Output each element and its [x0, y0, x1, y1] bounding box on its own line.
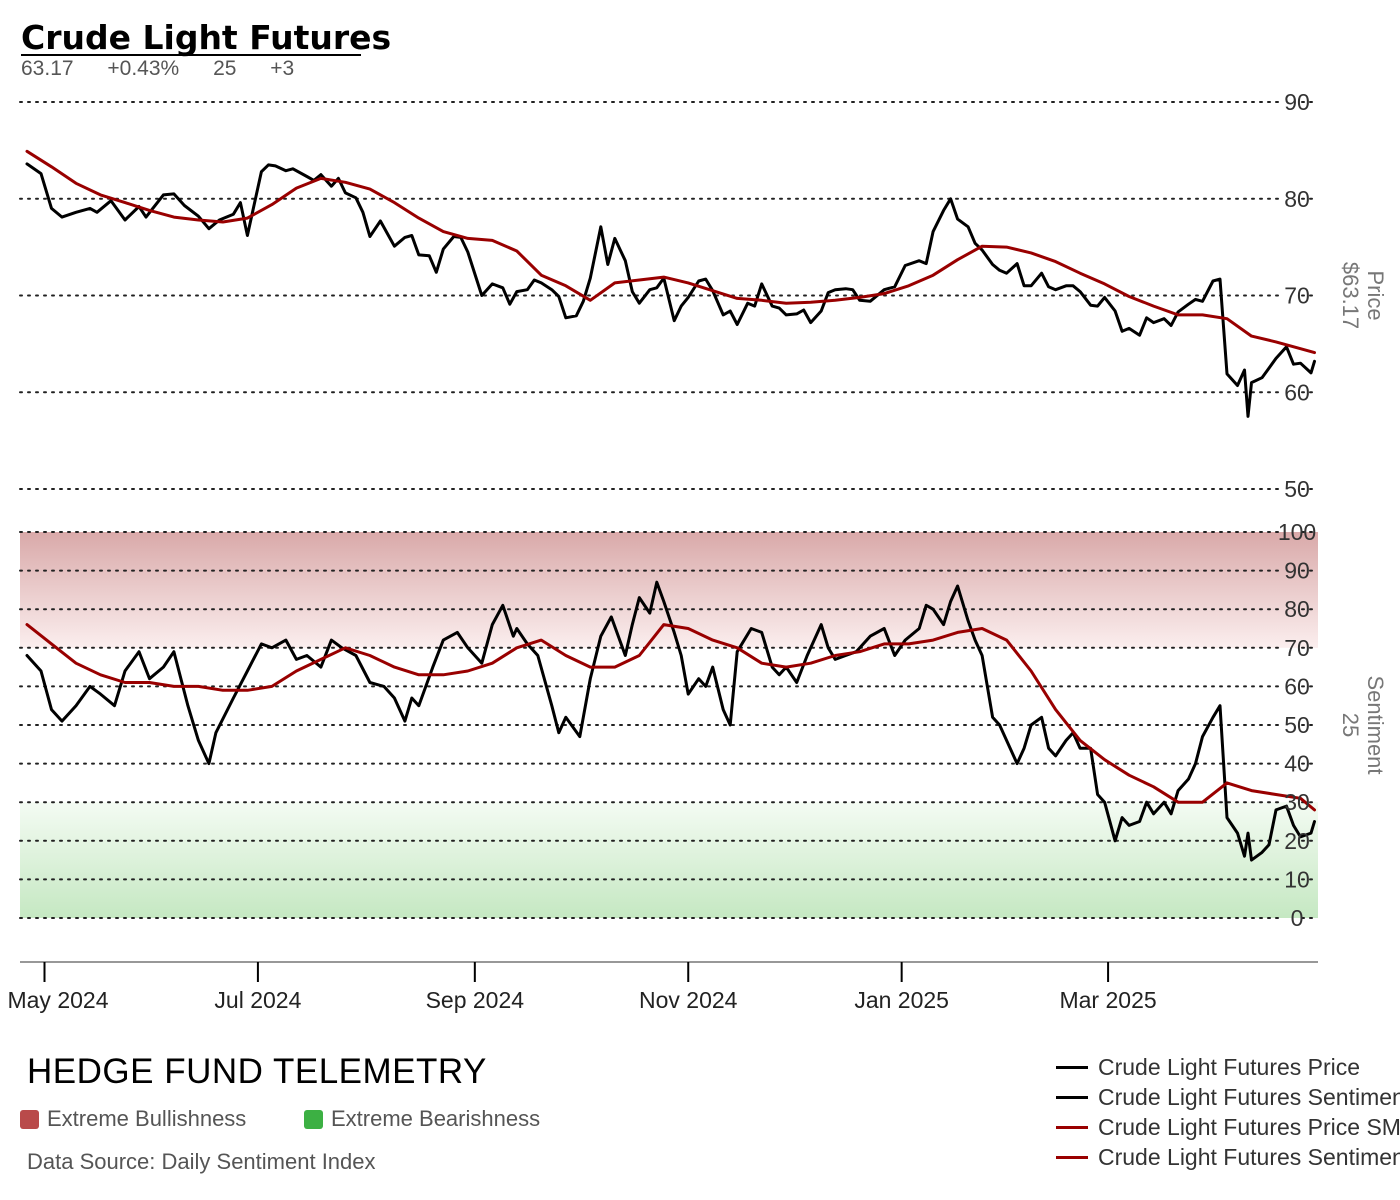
series-lines	[25, 149, 1316, 862]
y-tick-label: 80	[1284, 186, 1310, 212]
y-tick-label: 30	[1284, 789, 1310, 815]
legend-item-label: Crude Light Futures Price SMA	[1098, 1113, 1400, 1140]
y-tick-label: 80	[1284, 596, 1310, 622]
y-tick-label: 90	[1284, 558, 1310, 584]
legend-item-price[interactable]: Crude Light Futures Price	[1056, 1052, 1400, 1082]
legend-extreme-bullishness: Extreme Bullishness	[20, 1106, 246, 1132]
x-axis: May 2024 Jul 2024 Sep 2024 Nov 2024 Jan 2025…	[7, 961, 1318, 1013]
series-line-crude-light-futures-sentiment-sma	[25, 623, 1316, 812]
legend-zone-label: Extreme Bearishness	[331, 1106, 541, 1131]
stat-change: +0.43%	[107, 57, 180, 80]
zone-extreme-bullishness	[20, 532, 1318, 648]
x-tick-label: May 2024	[7, 987, 108, 1013]
y-tick-label: 40	[1284, 751, 1310, 777]
x-tick-label: Nov 2024	[639, 987, 738, 1013]
y-tick-label: 50	[1284, 712, 1310, 738]
series-legend: Crude Light Futures Price Crude Light Fu…	[1056, 1052, 1400, 1172]
x-tick-label: Jul 2024	[214, 987, 301, 1013]
line-swatch-icon	[1056, 1065, 1088, 1069]
stat-sentiment-change: +3	[270, 57, 295, 80]
legend-item-sentiment[interactable]: Crude Light Futures Sentiment	[1056, 1082, 1400, 1112]
y-tick-label: 100	[1278, 519, 1316, 545]
bullish-swatch-icon	[20, 1109, 39, 1129]
series-line-crude-light-futures-sentiment	[25, 580, 1316, 862]
legend-item-price-sma[interactable]: Crude Light Futures Price SMA	[1056, 1112, 1400, 1142]
y-axis-title: Sentiment	[1363, 675, 1388, 774]
y-tick-label: 0	[1291, 905, 1304, 931]
y-axis-value: 25	[1338, 713, 1363, 737]
series-line-crude-light-futures-price	[25, 162, 1316, 418]
line-swatch-icon	[1056, 1125, 1088, 1129]
y-tick-label: 60	[1284, 673, 1310, 699]
data-source: Data Source: Daily Sentiment Index	[27, 1149, 376, 1174]
stat-sentiment: 25	[213, 57, 237, 80]
bearish-swatch-icon	[304, 1109, 323, 1129]
legend-item-label: Crude Light Futures Sentiment SMA	[1098, 1143, 1400, 1170]
legend-zone-label: Extreme Bullishness	[47, 1106, 247, 1131]
x-tick-label: Jan 2025	[854, 987, 949, 1013]
legend-item-label: Crude Light Futures Sentiment	[1098, 1083, 1400, 1110]
y-tick-labels: 50 60 70 80 90 0 10 20 30 40 50 60 70 80 90 100	[1278, 89, 1316, 931]
y-tick-label: 20	[1284, 828, 1310, 854]
line-swatch-icon	[1056, 1155, 1088, 1159]
x-tick-label: Mar 2025	[1059, 987, 1156, 1013]
y-tick-label: 90	[1284, 89, 1310, 115]
y-tick-label: 50	[1284, 476, 1310, 502]
series-line-crude-light-futures-price-sma	[25, 149, 1316, 355]
y-tick-label: 60	[1284, 379, 1310, 405]
sentiment-zones	[20, 532, 1318, 918]
y-tick-label: 70	[1284, 635, 1310, 661]
stats-line: 63.17 +0.43% 25 +3	[21, 54, 361, 79]
line-swatch-icon	[1056, 1095, 1088, 1099]
y-axis-value: $63.17	[1338, 262, 1363, 329]
chart-title: Crude Light Futures	[21, 18, 392, 57]
legend-item-sentiment-sma[interactable]: Crude Light Futures Sentiment SMA	[1056, 1142, 1400, 1172]
y-tick-label: 70	[1284, 283, 1310, 309]
y-tick-label: 10	[1284, 866, 1310, 892]
chart-canvas: 50 60 70 80 90 0 10 20 30 40 50 60 70 80 90 100 May 202…	[7, 89, 1388, 1013]
y-axis-title: Price	[1363, 270, 1388, 320]
grid-lines	[19, 101, 1319, 919]
x-tick-label: Sep 2024	[426, 987, 525, 1013]
legend-extreme-bearishness: Extreme Bearishness	[304, 1106, 540, 1132]
legend-item-label: Crude Light Futures Price	[1098, 1053, 1361, 1080]
stat-price: 63.17	[21, 57, 74, 80]
zone-extreme-bearishness	[20, 802, 1318, 918]
brand-name: HEDGE FUND TELEMETRY	[27, 1052, 487, 1091]
